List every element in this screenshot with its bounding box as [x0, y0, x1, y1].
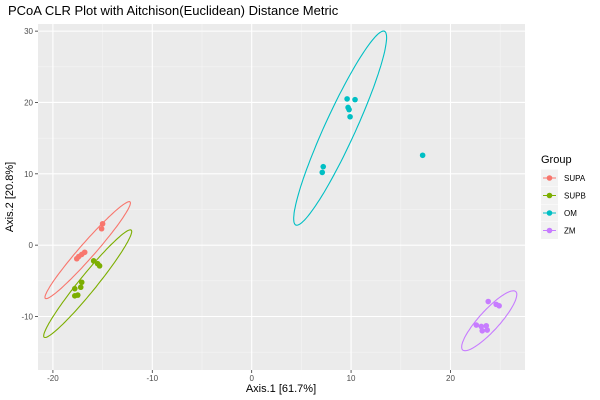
chart-title: PCoA CLR Plot with Aitchison(Euclidean) … — [8, 3, 339, 18]
data-point-zm — [485, 298, 492, 305]
data-point-om — [344, 96, 350, 102]
y-tick-label: -10 — [21, 312, 33, 321]
legend-key-point — [546, 192, 553, 199]
data-point-supa — [98, 225, 105, 232]
data-point-supb — [71, 293, 78, 299]
legend-title: Group — [541, 154, 572, 166]
legend-label-supb: SUPB — [564, 192, 586, 201]
legend: SUPA SUPB OM ZM — [541, 169, 586, 239]
data-point-supb — [90, 258, 97, 264]
y-axis-ticks: -10 0 10 20 30 — [21, 27, 38, 321]
data-point-om — [347, 113, 353, 120]
x-axis-title: Axis.1 [61.7%] — [246, 383, 316, 395]
legend-label-supa: SUPA — [564, 174, 586, 183]
data-point-zm — [483, 322, 490, 329]
grid-lines — [38, 24, 525, 370]
confidence-ellipse-supb — [43, 229, 133, 339]
data-points — [71, 96, 502, 334]
y-tick-label: 0 — [29, 241, 34, 250]
y-tick-label: 20 — [24, 98, 33, 107]
data-point-zm — [473, 322, 480, 328]
data-point-om — [352, 96, 358, 103]
data-point-supb — [96, 263, 103, 269]
y-tick-label: 10 — [24, 170, 33, 179]
data-point-om — [419, 152, 426, 159]
x-tick-label: -10 — [147, 374, 159, 383]
legend-label-zm: ZM — [564, 227, 576, 236]
data-point-zm — [484, 327, 491, 333]
data-point-om — [319, 169, 326, 176]
x-tick-label: 20 — [446, 374, 455, 383]
confidence-ellipse-om — [293, 30, 388, 226]
plot-panel — [38, 24, 525, 370]
y-axis-title: Axis.2 [20.8%] — [4, 162, 16, 232]
legend-key-point — [546, 210, 553, 216]
data-point-supb — [77, 284, 84, 291]
data-point-zm — [479, 327, 486, 334]
x-axis-ticks: -20 -10 0 10 20 — [47, 370, 455, 383]
legend-key-point — [546, 175, 553, 181]
data-point-zm — [478, 323, 485, 330]
legend-label-om: OM — [564, 209, 577, 218]
legend-key-point — [546, 227, 553, 234]
data-point-om — [320, 163, 327, 170]
data-point-zm — [496, 302, 502, 309]
confidence-ellipse-zm — [461, 290, 518, 352]
data-point-supa — [73, 255, 80, 262]
data-point-supb — [71, 285, 78, 292]
data-point-supa — [99, 220, 106, 227]
x-tick-label: -20 — [47, 374, 59, 383]
x-tick-label: 10 — [347, 374, 356, 383]
x-tick-label: 0 — [249, 374, 254, 383]
data-point-om — [346, 106, 352, 113]
data-point-supb — [78, 279, 85, 286]
y-tick-label: 30 — [24, 27, 33, 36]
